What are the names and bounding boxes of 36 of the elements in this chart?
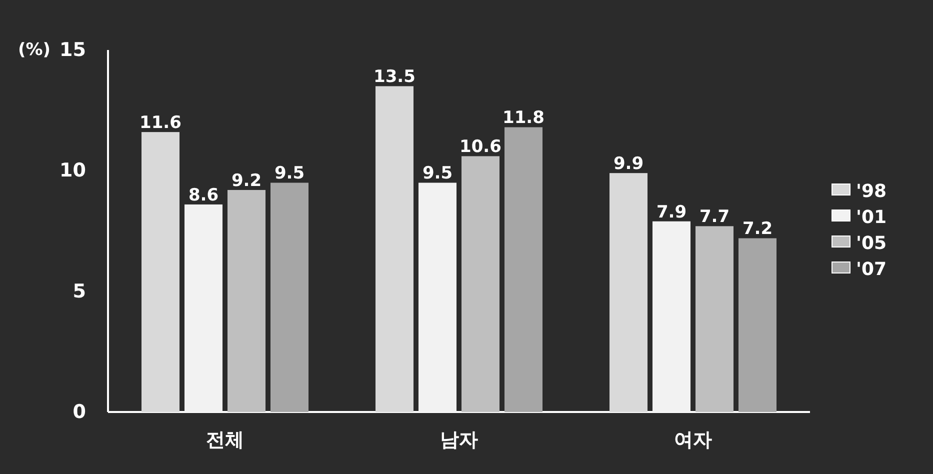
- y-tick-label: 10: [60, 160, 86, 182]
- bar: [418, 182, 456, 412]
- legend-label: '98: [856, 181, 887, 202]
- y-tick-label: 15: [60, 39, 86, 61]
- legend-label: '05: [856, 233, 887, 254]
- y-tick-label: 0: [72, 401, 86, 423]
- legend-label: '01: [856, 207, 887, 228]
- bar: [610, 173, 648, 412]
- x-tick-label: 여자: [674, 429, 712, 451]
- data-label: 7.7: [699, 207, 730, 228]
- bar: [652, 221, 690, 412]
- data-label: 8.6: [188, 185, 219, 206]
- data-label: 10.6: [460, 137, 502, 158]
- bar: [228, 190, 266, 412]
- data-label: 7.9: [656, 202, 687, 222]
- bar: [462, 156, 500, 412]
- data-label: 9.5: [422, 164, 453, 184]
- bar: [504, 127, 542, 412]
- bar: [696, 226, 734, 412]
- y-tick-label: 5: [72, 280, 86, 302]
- bar: [270, 182, 308, 412]
- y-axis-title: (%): [18, 40, 51, 60]
- data-label: 9.2: [231, 170, 262, 191]
- data-label: 9.5: [274, 164, 305, 184]
- bar: [376, 86, 414, 412]
- legend-label: '07: [856, 259, 887, 280]
- bar: [738, 238, 776, 412]
- bar: [142, 132, 180, 412]
- data-label: 11.6: [140, 113, 182, 134]
- data-label: 11.8: [502, 108, 544, 128]
- bar: [184, 204, 222, 412]
- data-label: 7.2: [742, 219, 773, 240]
- data-label: 13.5: [374, 67, 416, 88]
- data-label: 9.9: [613, 154, 644, 174]
- x-tick-label: 남자: [440, 429, 478, 451]
- x-tick-label: 전체: [206, 429, 244, 451]
